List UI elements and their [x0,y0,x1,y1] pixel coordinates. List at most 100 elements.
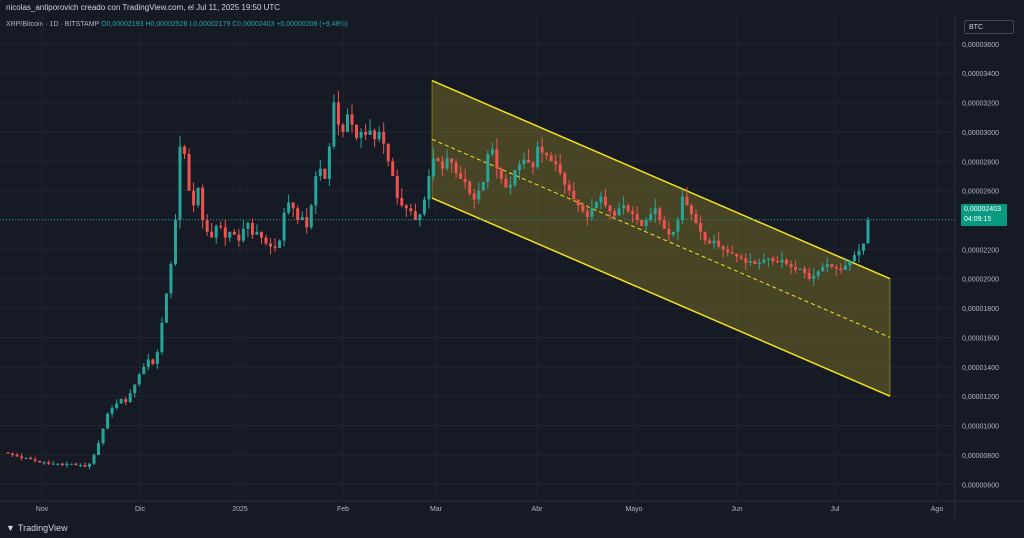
x-tick-label: Jul [831,506,840,513]
candle-body [576,199,580,206]
candle-body [287,202,291,213]
candle-body [160,322,164,353]
candle-body [300,217,304,221]
candle-body [92,454,96,464]
symbol-name: XRP/Bitcoin · 1D · BITSTAMP [6,21,100,28]
candle-body [74,463,78,466]
y-tick-label: 0,00000800 [962,453,999,460]
chart-caption-bar: nicolas_antiporovich creado con TradingV… [0,0,1024,16]
candle-body [671,231,675,235]
candle-body [400,198,404,206]
candle-body [187,153,191,191]
candle-body [495,149,499,169]
candle-body [531,162,535,168]
candle-body [540,146,544,153]
candle-body [205,220,209,232]
candle-body [391,161,395,176]
candle-body [219,225,223,228]
channel-lower-line [431,197,891,397]
candle-body [617,208,621,216]
candle-body [739,256,743,259]
candle-body [15,454,19,457]
chart-area[interactable]: 0,00000600 0,00000800 0,00001000 0,00001200… [0,16,1024,518]
candle-body [594,202,598,209]
candle-body [563,173,567,185]
candle-body [101,428,105,444]
y-tick-label: 0,00002000 [962,277,999,284]
candle-body [214,225,218,238]
y-tick-label: 0,00003400 [962,71,999,78]
candle-body [386,143,390,162]
candle-body [345,114,349,132]
candle-body [703,231,707,241]
candle-body [24,457,28,459]
candle-body [264,237,268,244]
candle-body [97,443,101,455]
candle-body [558,164,562,174]
candle-body [296,208,300,221]
last-price-value: 0,00002403 [964,206,1001,213]
candle-body [603,196,607,206]
candle-body [513,170,517,185]
candle-body [775,261,779,263]
candle-body [590,208,594,218]
candle-body [477,190,481,200]
candle-body [685,196,689,206]
candle-body [762,259,766,263]
candle-body [69,463,73,465]
candle-body [613,211,617,216]
candle-body [169,264,173,294]
candlestick-chart[interactable]: 0,00000600 0,00000800 0,00001000 0,00001200… [0,16,1024,518]
candle-body [250,222,254,235]
candle-body [834,267,838,269]
candle-body [694,214,698,223]
candle-body [771,258,775,262]
candle-body [680,196,684,221]
x-tick-label: Jun [731,506,742,513]
candle-body [228,231,232,238]
candle-body [545,152,549,156]
candle-body [572,190,576,200]
candle-body [798,268,802,270]
candle-body [857,250,861,256]
candle-body [676,220,680,232]
x-tick-label: Dic [135,506,146,513]
candle-body [110,407,114,414]
tradingview-logo[interactable]: ▼ TradingView [6,521,67,535]
candle-body [164,293,168,323]
y-tick-label: 0,00002800 [962,159,999,166]
candle-body [422,199,426,215]
currency-badge[interactable]: BTC [964,20,1014,34]
candle-body [712,240,716,244]
candle-body [83,465,87,467]
candle-body [499,168,503,179]
candle-body [305,217,309,228]
x-tick-label: Ago [931,506,944,513]
candle-body [201,187,205,221]
symbol-legend: XRP/Bitcoin · 1D · BITSTAMP O0,00002193 … [6,21,348,28]
candle-body [486,153,490,182]
candle-body [635,214,639,221]
candle-body [585,211,589,218]
candle-body [522,159,526,165]
candle-body [318,168,322,176]
candle-body [33,459,37,461]
change-value: +0,00000208 (+9,48%) [276,21,348,28]
y-tick-label: 0,00001200 [962,394,999,401]
candle-body [359,131,363,138]
candle-body [51,463,55,465]
candle-body [866,220,870,244]
candle-body [142,366,146,375]
candle-body [527,159,531,163]
candle-body [178,146,182,221]
candle-body [812,275,816,279]
candle-body [20,456,24,458]
x-tick-label: Feb [337,506,349,513]
candle-body [644,220,648,226]
candle-body [11,453,15,455]
candle-body [472,193,476,200]
candle-body [490,149,494,154]
x-tick-label: Mayo [625,506,642,513]
y-tick-label: 0,00000600 [962,482,999,489]
candle-body [735,253,739,257]
